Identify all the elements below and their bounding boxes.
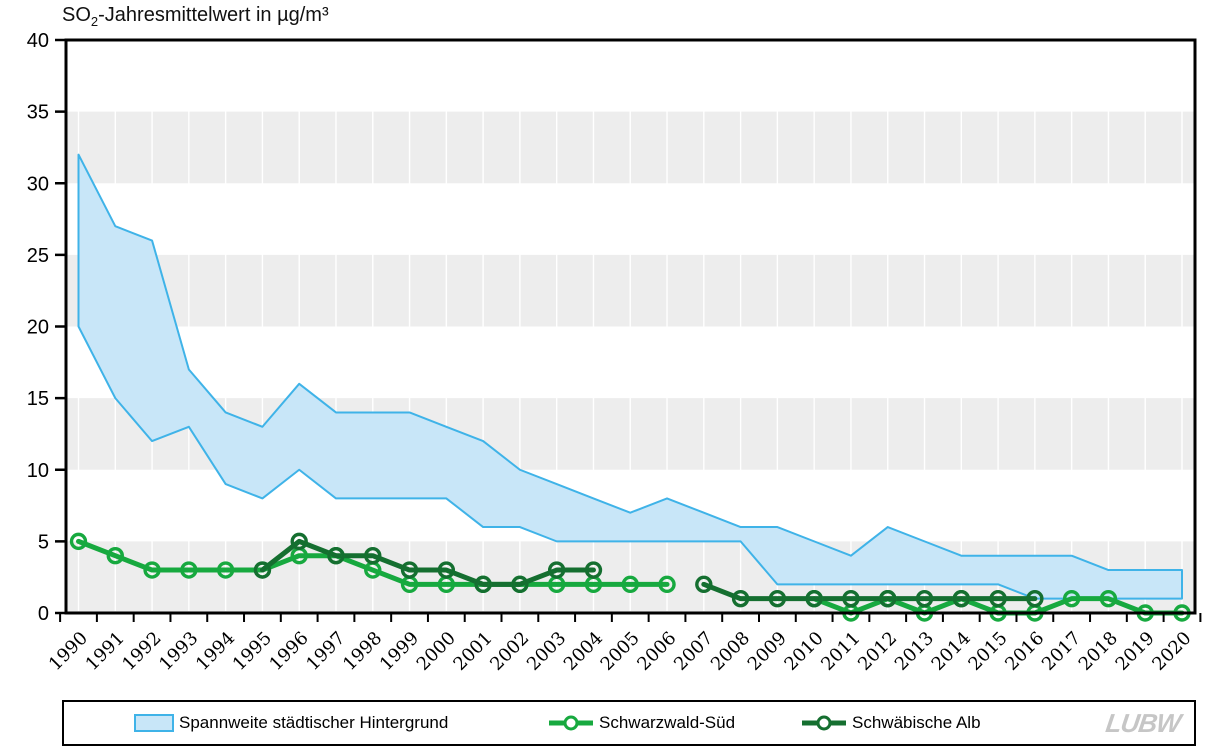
x-axis-label: 2005 [597, 628, 644, 675]
marker-schwarzwald [216, 561, 235, 579]
x-axis-label: 2003 [523, 628, 570, 675]
legend-item-schwarzwald-sued: Schwarzwald-Süd [548, 702, 735, 744]
marker-alb [364, 547, 382, 565]
x-axis-label: 1997 [302, 628, 349, 675]
x-axis-label: 2020 [1148, 628, 1195, 675]
x-axis-label: 1999 [376, 628, 423, 675]
lubw-logo: LUBW [1103, 708, 1183, 738]
x-axis-label: 2002 [486, 628, 533, 675]
marker-alb [915, 589, 934, 608]
legend-band-label: Spannweite städtischer Hintergrund [179, 713, 449, 732]
x-axis-label: 2017 [1038, 628, 1085, 675]
legend: Spannweite städtischer Hintergrund Schwa… [62, 700, 1196, 746]
marker-alb [584, 561, 603, 579]
marker-alb [547, 561, 566, 579]
legend-alb-label: Schwäbische Alb [852, 713, 981, 732]
x-axis-label: 1996 [265, 628, 312, 675]
legend-item-schwaebische-alb: Schwäbische Alb [801, 702, 981, 744]
marker-schwarzwald [621, 575, 639, 594]
marker-alb [1026, 589, 1044, 608]
legend-item-band: Spannweite städtischer Hintergrund [134, 702, 448, 744]
legend-line-swatch-schwarzwald [549, 715, 593, 731]
x-axis-label: 2014 [928, 628, 975, 675]
marker-schwarzwald [143, 561, 161, 579]
y-axis-label: 25 [27, 245, 49, 267]
series-line-alb [259, 538, 1038, 602]
marker-alb [842, 589, 860, 608]
x-axis-label: 2012 [854, 628, 901, 675]
marker-alb [731, 589, 750, 608]
x-axis-label: 1991 [82, 628, 129, 675]
x-axis-label: 2011 [817, 628, 864, 675]
marker-alb [400, 561, 419, 579]
y-axis-label: 10 [27, 460, 49, 482]
marker-alb [511, 575, 529, 594]
legend-schwarzwald-label: Schwarzwald-Süd [599, 713, 736, 732]
marker-schwarzwald [1062, 589, 1081, 608]
x-axis-label: 2016 [1001, 628, 1048, 675]
title-rest: -Jahresmittelwert in µg/m³ [98, 4, 329, 26]
x-axis-label: 1994 [192, 628, 239, 675]
marker-schwarzwald [69, 532, 88, 551]
marker-alb [879, 589, 897, 608]
marker-alb [253, 561, 272, 579]
marker-alb [989, 589, 1007, 608]
x-axis-label: 1992 [118, 628, 165, 675]
x-axis-label: 2000 [413, 628, 460, 675]
x-axis-label: 1990 [45, 628, 92, 675]
x-axis-label: 1993 [155, 628, 202, 675]
y-axis-label: 30 [27, 173, 49, 195]
x-axis-label: 2013 [891, 628, 938, 675]
marker-schwarzwald [180, 561, 198, 579]
marker-schwarzwald [1099, 589, 1118, 608]
marker-alb [474, 575, 492, 594]
x-axis-label: 2007 [670, 628, 717, 675]
so2-chart-canvas: 0 5 10 15 20 25 30 35 40 199019911992199319941995… [27, 30, 1202, 675]
marker-schwarzwald [106, 547, 124, 565]
x-axis-label: 1998 [339, 628, 386, 675]
y-axis-label: 40 [27, 30, 49, 52]
marker-alb [952, 589, 970, 608]
x-axis-label: 2009 [744, 628, 791, 675]
x-axis-label: 2006 [633, 628, 680, 675]
marker-schwarzwald [658, 575, 676, 594]
y-axis-label: 15 [27, 388, 49, 410]
chart-title: SO2-Jahresmittelwert in µg/m³ [62, 4, 329, 29]
x-axis-label: 2018 [1075, 628, 1122, 675]
x-axis-label: 2008 [707, 628, 754, 675]
y-axis-label: 0 [38, 603, 49, 625]
band-area-spannweite [77, 153, 1183, 600]
y-axis-label: 20 [27, 317, 49, 339]
x-axis-label: 2015 [964, 628, 1011, 675]
legend-line-swatch-alb [802, 715, 846, 731]
x-axis-label: 1995 [229, 628, 276, 675]
y-axis-label: 5 [38, 531, 49, 553]
title-prefix: SO [62, 4, 91, 26]
marker-alb [327, 547, 345, 565]
x-axis-label: 2010 [780, 628, 827, 675]
marker-alb [805, 589, 823, 608]
x-axis-label: 2019 [1112, 628, 1159, 675]
x-axis-label: 2004 [560, 628, 607, 675]
marker-alb [290, 532, 308, 551]
x-axis-label: 2001 [449, 628, 496, 675]
marker-alb [768, 589, 787, 608]
title-subscript: 2 [90, 14, 99, 29]
marker-alb [437, 561, 456, 579]
y-axis-label: 35 [27, 102, 49, 124]
legend-band-swatch [134, 714, 174, 732]
marker-alb [695, 575, 713, 594]
